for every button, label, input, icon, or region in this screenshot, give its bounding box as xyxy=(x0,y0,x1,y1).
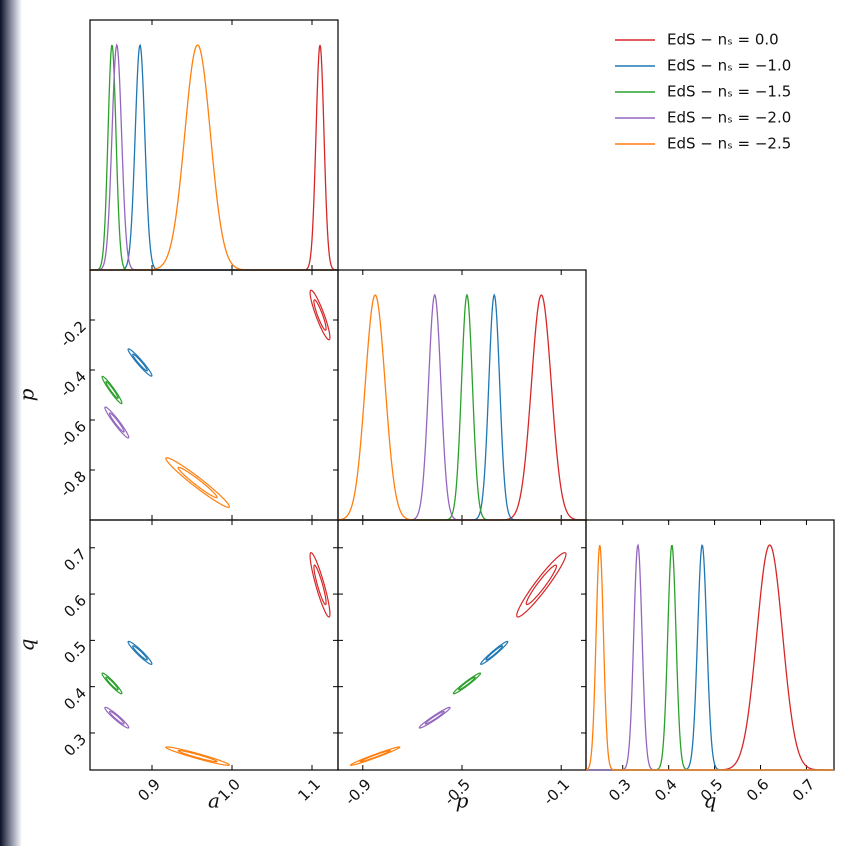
y-tick-label: -0.4 xyxy=(57,367,90,400)
density-curve xyxy=(586,544,834,771)
y-tick-label: 0.5 xyxy=(60,638,90,668)
contour xyxy=(349,746,401,766)
density-curve xyxy=(90,44,338,271)
y-tick-label: 0.3 xyxy=(60,730,90,760)
contour xyxy=(104,406,130,439)
legend-label: EdS − nₛ = −1.0 xyxy=(667,57,791,75)
contour xyxy=(132,645,148,661)
density-curve xyxy=(338,293,586,521)
y-tick-label: -0.6 xyxy=(57,417,90,450)
contour xyxy=(309,289,331,341)
x-axis-label: q xyxy=(704,789,717,813)
x-tick-label: -0.1 xyxy=(540,775,573,808)
density-curve xyxy=(585,544,834,771)
contour xyxy=(516,552,567,618)
contour xyxy=(309,552,331,618)
contour xyxy=(105,381,119,399)
density-curve xyxy=(90,44,339,271)
contour xyxy=(313,299,327,331)
density-curve xyxy=(90,44,338,271)
legend-label: EdS − nₛ = −2.5 xyxy=(667,135,791,153)
y-tick-label: 0.4 xyxy=(60,684,90,714)
x-axis-label: a xyxy=(208,789,220,813)
contour xyxy=(165,457,230,508)
x-tick-label: -0.9 xyxy=(341,775,374,808)
x-tick-label: 1.1 xyxy=(294,775,324,805)
contour xyxy=(105,676,119,691)
contour xyxy=(101,375,123,405)
contour xyxy=(177,466,218,499)
density-curve xyxy=(337,294,586,521)
y-tick-label: 0.6 xyxy=(60,591,90,621)
y-tick-label: 0.7 xyxy=(60,545,90,575)
contour xyxy=(101,672,123,695)
density-curve xyxy=(586,544,834,771)
x-tick-label: 0.7 xyxy=(789,775,819,805)
contour xyxy=(108,412,125,433)
legend-label: EdS − nₛ = 0.0 xyxy=(667,31,779,49)
contour xyxy=(452,672,482,695)
contour xyxy=(480,640,509,665)
x-tick-label: 0.4 xyxy=(651,775,681,805)
panel-frame xyxy=(337,519,587,771)
density-curve xyxy=(90,43,338,271)
y-axis-label: p xyxy=(15,388,39,401)
contour xyxy=(359,749,391,763)
density-curve xyxy=(338,294,586,521)
contour xyxy=(127,348,153,377)
contour xyxy=(525,564,558,606)
contour xyxy=(458,676,476,691)
contour xyxy=(104,706,130,729)
density-curve xyxy=(586,544,834,771)
contour xyxy=(127,640,153,665)
density-curve xyxy=(586,543,834,771)
x-tick-label: 0.9 xyxy=(134,775,164,805)
x-tick-label: 0.3 xyxy=(605,775,635,805)
contour xyxy=(485,645,504,661)
contour xyxy=(165,746,230,766)
panel-frame xyxy=(585,519,835,771)
legend-label: EdS − nₛ = −1.5 xyxy=(667,83,791,101)
density-curve xyxy=(90,44,338,271)
background-strip xyxy=(0,0,22,846)
panel-frame xyxy=(89,269,339,521)
contour xyxy=(418,706,451,729)
density-curve xyxy=(338,293,586,521)
panel-frame xyxy=(89,519,339,771)
contour xyxy=(424,710,445,725)
panel-frame xyxy=(89,19,339,271)
density-curve xyxy=(338,293,586,521)
contour xyxy=(108,710,125,725)
y-tick-label: -0.2 xyxy=(57,317,90,350)
contour xyxy=(177,749,218,763)
x-axis-label: p xyxy=(456,789,469,813)
y-tick-label: -0.8 xyxy=(57,467,90,500)
contour xyxy=(132,353,148,372)
legend-label: EdS − nₛ = −2.0 xyxy=(667,109,791,127)
x-tick-label: 0.6 xyxy=(743,775,773,805)
contour xyxy=(313,564,327,606)
y-axis-label: q xyxy=(15,639,39,652)
panel-frame xyxy=(337,269,587,521)
